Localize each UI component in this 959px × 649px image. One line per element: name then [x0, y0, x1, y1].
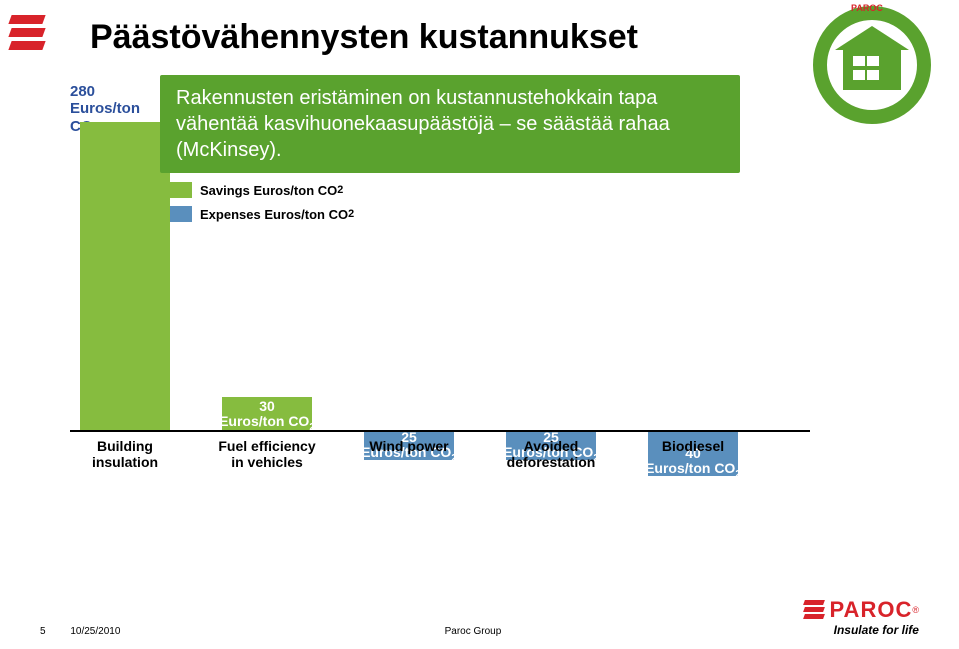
- bar-category-label: Buildinginsulation: [60, 438, 190, 470]
- badge-brand: PAROC: [851, 3, 883, 13]
- callout-text: Rakennusten eristäminen on kustannusteho…: [160, 75, 740, 173]
- slide: Päästövähennysten kustannukset PAROC 280…: [0, 0, 959, 649]
- footer-logo: PAROC® Insulate for life: [804, 597, 919, 637]
- logo-stripes-icon: [804, 600, 824, 621]
- footer-date: 10/25/2010: [70, 626, 120, 637]
- brand-stripes-icon: [10, 15, 44, 54]
- bar-category-label: Fuel efficiencyin vehicles: [202, 438, 332, 470]
- page-title: Päästövähennysten kustannukset: [90, 18, 919, 57]
- slide-footer: 5 10/25/2010 Paroc Group PAROC® Insulate…: [40, 597, 919, 637]
- bar-rect: [80, 122, 170, 430]
- logo-tagline: Insulate for life: [804, 623, 919, 637]
- energy-badge-icon: PAROC: [813, 6, 931, 124]
- bar-category-label: Biodiesel: [628, 438, 758, 454]
- page-number: 5: [40, 626, 46, 637]
- bar-category-label: Wind power: [344, 438, 474, 454]
- footer-left: 5 10/25/2010: [40, 626, 142, 637]
- bar-0: Buildinginsulation: [80, 60, 170, 540]
- bar-value-label: 30Euros/ton CO2: [207, 399, 327, 433]
- bar-category-label: Avoideddeforestation: [486, 438, 616, 470]
- footer-center: Paroc Group: [445, 626, 502, 637]
- logo-text: PAROC: [830, 597, 913, 623]
